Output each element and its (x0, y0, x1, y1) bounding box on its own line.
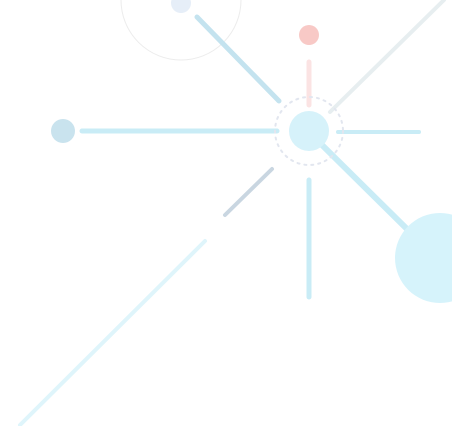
ray-lower-right (319, 142, 411, 233)
ray-upper-left (194, 14, 282, 104)
ray-lower-left (223, 167, 274, 217)
left-dot (51, 119, 75, 143)
top-left-dot (171, 0, 191, 13)
ray-long-lower-left (18, 239, 207, 426)
pink-dot (299, 25, 319, 45)
big-circle (395, 213, 452, 303)
ray-top-right (328, 0, 446, 114)
hub-node (289, 111, 329, 151)
hub-dotted-ring (274, 96, 344, 166)
outline-ring (120, 0, 242, 61)
